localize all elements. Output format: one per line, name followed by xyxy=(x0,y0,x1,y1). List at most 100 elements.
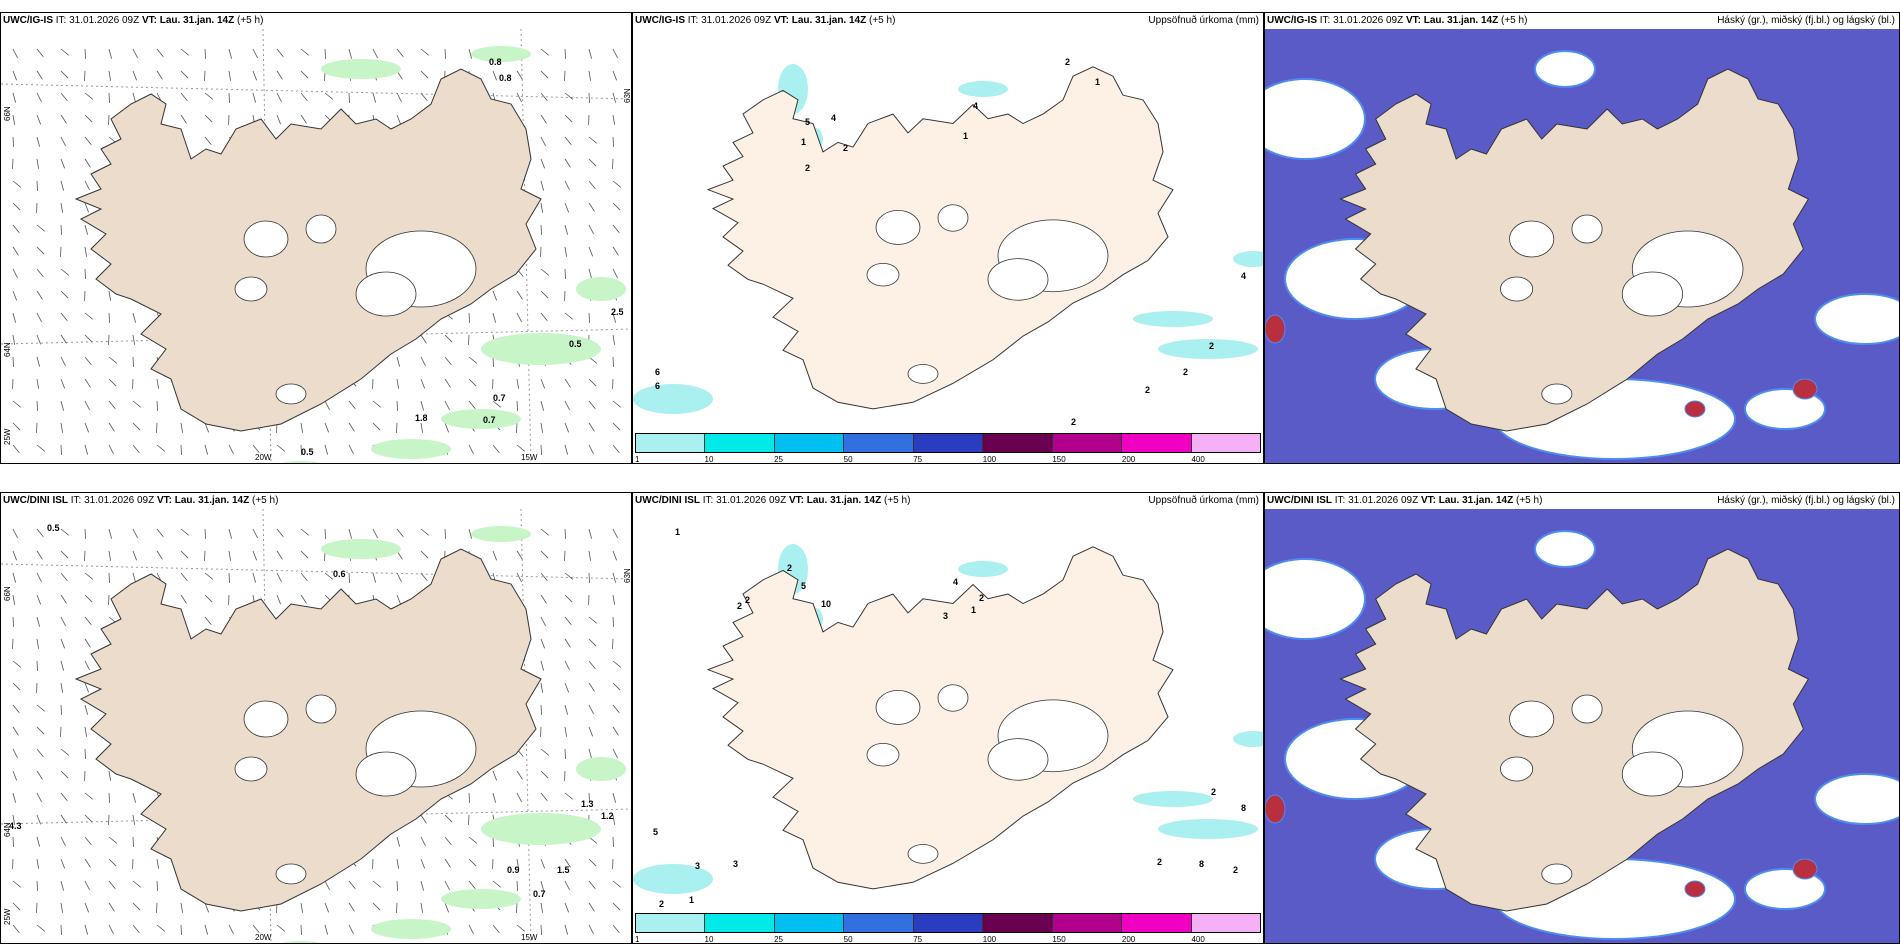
wind-label: 4.3 xyxy=(9,821,22,831)
wind-barb xyxy=(588,246,593,257)
precip-label: 1 xyxy=(963,131,969,141)
wind-barb xyxy=(564,224,569,235)
precip-label: 1 xyxy=(689,895,695,905)
wind-barb xyxy=(564,726,568,737)
wind-barb xyxy=(444,378,451,388)
wind-barb xyxy=(60,858,65,869)
wind-barb xyxy=(156,550,163,560)
wind-barb xyxy=(252,924,260,933)
wind-barb xyxy=(300,594,307,604)
wind-barb xyxy=(12,334,16,345)
precip-label: 2 xyxy=(1071,417,1077,427)
wind-barb xyxy=(156,924,166,932)
wind-barb xyxy=(84,660,90,671)
wind-barb xyxy=(516,858,520,869)
wind-barb xyxy=(372,400,382,408)
lat-label: 25W xyxy=(3,428,12,445)
wind-barb xyxy=(564,880,570,891)
wind-barb xyxy=(612,224,620,233)
precip-label: 6 xyxy=(655,381,661,391)
wind-barb xyxy=(12,136,14,148)
wind-barb xyxy=(612,726,619,736)
precip-label: 1 xyxy=(971,605,977,615)
wind-barb xyxy=(516,550,523,560)
wind-barb xyxy=(60,180,65,191)
wind-barb xyxy=(564,748,566,760)
wind-barb xyxy=(492,356,494,368)
wind-barb xyxy=(132,444,140,453)
glacier xyxy=(875,690,921,725)
wind-label: 1.2 xyxy=(601,811,614,821)
wind-barb xyxy=(12,356,14,368)
wind-barb xyxy=(36,528,44,537)
wind-barb xyxy=(252,572,257,583)
wind-barb xyxy=(612,880,622,888)
panel-header: UWC/DINI ISL IT: 31.01.2026 09Z VT: Lau.… xyxy=(1267,495,1543,506)
wind-barb xyxy=(84,312,94,320)
precip-area xyxy=(1133,311,1213,327)
wind-barb xyxy=(420,48,430,56)
wind-barb xyxy=(468,792,470,804)
wind-barb xyxy=(564,792,574,800)
wind-barb xyxy=(612,528,618,539)
colorbar-tick-label: 1 xyxy=(635,455,640,464)
wind-barb xyxy=(588,880,596,889)
wind-barb xyxy=(372,92,377,103)
iceland-landmass xyxy=(1339,68,1810,432)
colorbar-tick-label: 150 xyxy=(1052,935,1066,944)
wind-barb xyxy=(540,114,547,124)
wind-barb xyxy=(60,356,66,367)
wind-barb xyxy=(60,594,67,604)
wind-barb xyxy=(612,400,622,408)
wind-barb xyxy=(444,902,449,913)
precip-label: 2 xyxy=(659,899,665,909)
wind-barb xyxy=(588,682,595,692)
wind-barb xyxy=(612,312,617,323)
wind-barb xyxy=(60,158,65,169)
wind-barb xyxy=(612,92,617,103)
wind-barb xyxy=(12,726,19,736)
precip-area xyxy=(441,409,521,429)
wind-barb xyxy=(540,444,542,456)
wind-barb xyxy=(468,312,470,324)
wind-barb xyxy=(84,356,92,365)
wind-barb xyxy=(60,136,66,147)
wind-barb xyxy=(540,704,542,716)
colorbar-tick-label: 75 xyxy=(913,455,923,464)
wind-barb xyxy=(36,334,41,345)
wind-barb xyxy=(396,114,401,125)
wind-barb xyxy=(276,528,284,537)
wind-barb xyxy=(84,378,91,388)
wind-barb xyxy=(516,444,526,452)
precip-label: 5 xyxy=(653,827,659,837)
wind-barb xyxy=(300,114,307,124)
wind-barb xyxy=(588,224,594,235)
panel-header: UWC/DINI ISL IT: 31.01.2026 09Z VT: Lau.… xyxy=(3,495,279,506)
colorbar-segment xyxy=(774,434,845,452)
wind-barb xyxy=(396,858,400,869)
lat-label: 63N xyxy=(623,568,632,583)
wind-barb xyxy=(36,356,41,367)
wind-barb xyxy=(588,792,590,804)
wind-barb xyxy=(300,572,308,581)
wind-barb xyxy=(612,814,616,825)
wind-barb xyxy=(180,92,188,101)
precip-area xyxy=(371,919,451,939)
wind-barb xyxy=(156,378,160,389)
wind-barb xyxy=(588,660,596,669)
wind-map xyxy=(1,29,631,463)
wind-barb xyxy=(156,858,160,869)
wind-barb xyxy=(420,858,425,869)
wind-barb xyxy=(516,880,518,892)
high-cloud-area xyxy=(1265,314,1286,344)
wind-barb xyxy=(540,70,549,79)
wind-barb xyxy=(204,422,209,433)
cloud-map xyxy=(1265,509,1899,943)
wind-barb xyxy=(300,422,304,433)
wind-barb xyxy=(252,444,260,453)
wind-barb xyxy=(492,924,500,933)
wind-barb xyxy=(180,572,188,581)
wind-barb xyxy=(36,114,41,125)
colorbar-tick-label: 150 xyxy=(1052,455,1066,464)
wind-barb xyxy=(444,356,452,365)
